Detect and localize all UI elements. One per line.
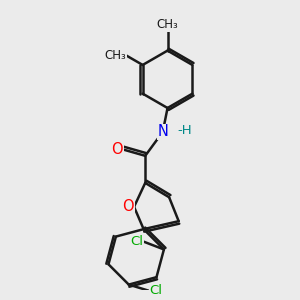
Text: -H: -H: [177, 124, 192, 137]
Text: O: O: [122, 199, 134, 214]
Text: Cl: Cl: [149, 284, 163, 298]
Text: N: N: [157, 124, 168, 140]
Text: CH₃: CH₃: [157, 19, 178, 32]
Text: CH₃: CH₃: [104, 49, 126, 62]
Text: Cl: Cl: [130, 235, 143, 248]
Text: O: O: [111, 142, 123, 157]
